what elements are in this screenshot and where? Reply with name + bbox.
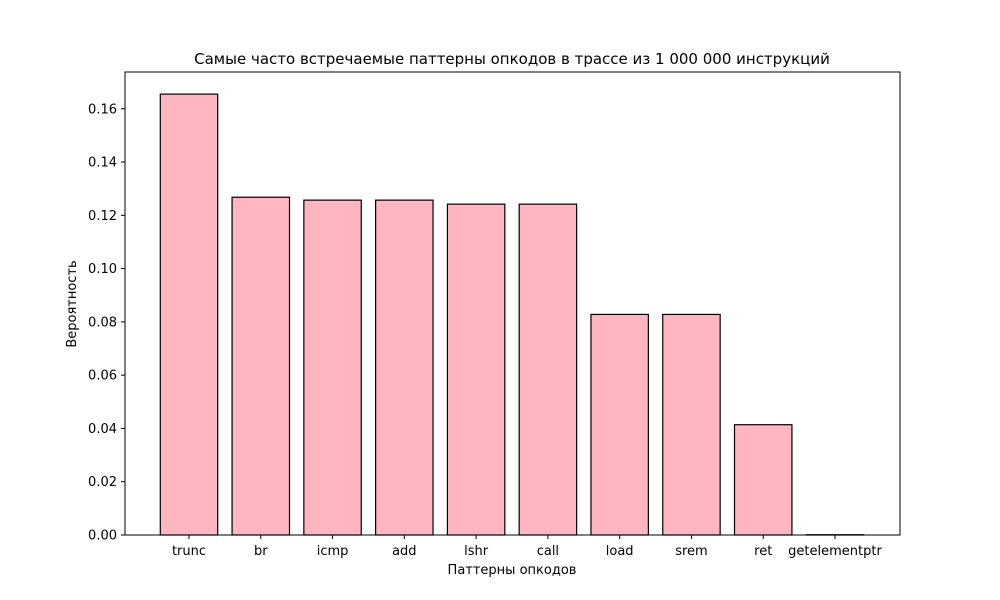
- y-tick-label: 0.12: [88, 209, 117, 224]
- bar-icmp: [303, 199, 362, 536]
- y-axis-ticks: 0.00 0.02 0.04 0.06 0.08 0.10 0.12 0.14 0.16: [88, 102, 125, 544]
- x-tick-label: srem: [675, 544, 708, 559]
- bar-add: [375, 199, 434, 536]
- bar-srem: [662, 313, 721, 536]
- y-tick-label: 0.02: [88, 475, 117, 490]
- y-tick-label: 0.00: [88, 529, 117, 544]
- x-tick-label: load: [606, 544, 634, 559]
- bar-trunc: [159, 93, 219, 536]
- x-tick-label: br: [254, 544, 268, 559]
- x-tick-label: ret: [754, 544, 772, 559]
- x-tick-label: lshr: [464, 544, 489, 559]
- chart-title: Самые часто встречаемые паттерны опкодов…: [194, 50, 830, 68]
- y-tick-label: 0.16: [88, 102, 117, 117]
- bars-group: [159, 93, 865, 536]
- bar-call: [518, 203, 578, 536]
- x-tick-label: call: [537, 544, 559, 559]
- bar-lshr: [446, 203, 506, 536]
- bar-br: [231, 196, 291, 536]
- y-tick-label: 0.08: [88, 315, 117, 330]
- bar-load: [590, 313, 649, 536]
- y-tick-label: 0.04: [88, 422, 117, 437]
- x-tick-label: trunc: [172, 544, 206, 559]
- x-tick-label: icmp: [317, 544, 349, 559]
- x-axis-label: Паттерны опкодов: [448, 563, 577, 578]
- x-axis-ticks: trunc br icmp add lshr call load srem ret getelem…: [172, 535, 882, 559]
- plot-frame: [124, 71, 901, 536]
- y-tick-label: 0.06: [88, 369, 117, 384]
- x-tick-label: getelementptr: [788, 544, 882, 559]
- x-tick-label: add: [392, 544, 416, 559]
- bar-ret: [733, 424, 793, 536]
- y-tick-label: 0.14: [88, 156, 117, 171]
- y-axis-label: Вероятность: [65, 260, 80, 347]
- y-tick-label: 0.10: [88, 262, 117, 277]
